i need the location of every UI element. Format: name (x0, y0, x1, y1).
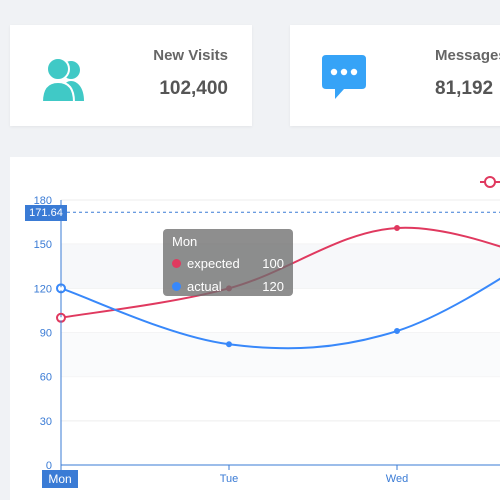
crosshair-y-label: 171.64 (25, 205, 67, 221)
messages-card[interactable]: Messages 81,192 (290, 25, 500, 126)
y-tick-label: 150 (34, 239, 52, 251)
message-icon (322, 55, 366, 99)
y-tick-label: 90 (40, 328, 52, 340)
messages-title: Messages (435, 47, 500, 64)
tooltip-row-name: expected (187, 255, 240, 271)
new-visits-card[interactable]: New Visits 102,400 (10, 25, 252, 126)
actual-dot-icon (172, 281, 181, 291)
data-point-actual[interactable] (226, 341, 232, 348)
messages-value: 81,192 (435, 78, 494, 99)
tooltip-category: Mon (172, 234, 198, 249)
series-line-expected[interactable] (60, 226, 500, 319)
y-tick-label: 30 (40, 416, 52, 428)
grid-band (61, 332, 500, 377)
tooltip-row-name: actual (187, 278, 222, 294)
chart-tooltip: Mon expected 100 actual 120 (163, 229, 293, 296)
series-line-actual[interactable] (60, 238, 500, 350)
y-tick-label: 120 (34, 283, 52, 295)
new-visits-value: 102,400 (159, 78, 228, 99)
chart-card (10, 157, 500, 500)
crosshair-x-label: Mon (42, 470, 78, 488)
legend-expected-marker[interactable] (484, 176, 496, 188)
tooltip-row-expected: expected 100 (172, 254, 284, 272)
y-tick-label: 60 (40, 372, 52, 384)
tooltip-row-actual: actual 120 (172, 277, 284, 295)
tooltip-row-value: 100 (262, 255, 284, 271)
data-point-actual[interactable] (394, 328, 400, 335)
data-point-expected[interactable] (394, 224, 400, 231)
y-tick-label: 180 (34, 195, 52, 207)
x-tick-label: Tue (220, 473, 239, 485)
users-icon (40, 57, 84, 103)
new-visits-title: New Visits (153, 47, 228, 64)
x-tick-label: Wed (386, 473, 408, 485)
tooltip-row-value: 120 (262, 278, 284, 294)
expected-dot-icon (172, 258, 181, 268)
y-tick-label: 0 (46, 460, 52, 472)
